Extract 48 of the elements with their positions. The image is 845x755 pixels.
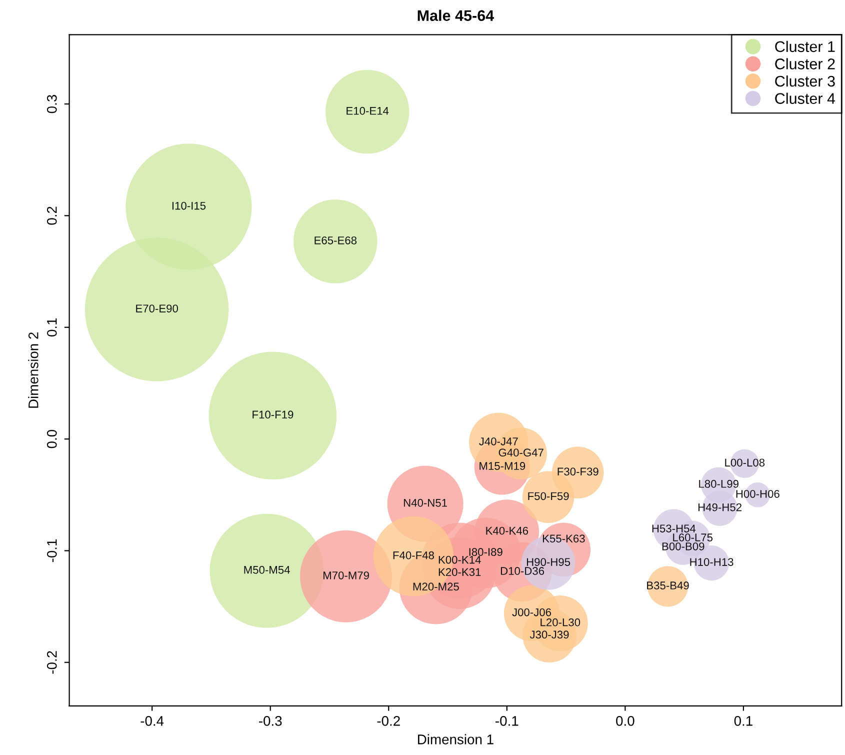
- y-tick-label: -0.2: [46, 651, 57, 674]
- x-tick-label: -0.2: [377, 716, 400, 726]
- annotation: D10-D36: [500, 567, 544, 575]
- annotation: J00-J06: [512, 608, 552, 616]
- annotation: K55-K63: [542, 534, 585, 543]
- annotation: H53-H54: [652, 524, 696, 532]
- annotation: E10-E14: [346, 106, 389, 115]
- annotation: M70-M79: [324, 571, 369, 580]
- annotation: H00-H06: [736, 490, 780, 498]
- y-tick-label: 0.1: [46, 318, 57, 336]
- y-tick-label: 0.0: [46, 430, 57, 448]
- annotation: H10-H13: [690, 558, 734, 566]
- annotation: K40-K46: [486, 526, 528, 535]
- annotation: F30-F39: [558, 468, 598, 476]
- y-tick-label: 0.3: [46, 94, 57, 114]
- annotation: N40-N51: [404, 498, 447, 507]
- annotation: E65-E68: [314, 236, 357, 244]
- x-tick-label: -0.1: [496, 716, 518, 726]
- annotation: F50-F59: [528, 492, 569, 500]
- y-tick-label: 0.2: [46, 206, 57, 225]
- annotation: H90-H95: [526, 558, 570, 566]
- annotation: L20-L30: [540, 618, 580, 626]
- legend-label: Cluster 1: [775, 40, 835, 52]
- y-tick-label: -0.1: [46, 539, 57, 562]
- annotation: E70-E90: [136, 304, 178, 312]
- annotation: L60-L75: [673, 534, 713, 542]
- chart-title: Male 45-64: [418, 10, 494, 21]
- annotation: L80-L99: [699, 480, 738, 488]
- annotation: B00-B09: [662, 542, 704, 550]
- annotation: L00-L08: [725, 458, 765, 467]
- legend-label: Cluster 4: [775, 92, 836, 104]
- annotation: H49-H52: [698, 503, 742, 512]
- x-tick-label: -0.4: [140, 716, 164, 726]
- y-axis-title: Dimension 2: [28, 332, 38, 408]
- annotation: J30-J39: [530, 630, 569, 639]
- x-tick-label: 0.0: [616, 716, 634, 726]
- annotation: F10-F19: [252, 410, 294, 419]
- x-tick-label: 0.1: [734, 716, 752, 726]
- annotation: J40-J47: [479, 437, 518, 446]
- annotation: B35-B49: [647, 582, 689, 590]
- annotation: M50-M54: [244, 566, 290, 574]
- x-tick-label: -0.3: [259, 716, 282, 726]
- annotation: G40-G47: [498, 448, 544, 457]
- x-axis-title: Dimension 1: [418, 734, 494, 744]
- legend-label: Cluster 3: [775, 75, 835, 87]
- legend-label: Cluster 2: [775, 58, 835, 70]
- annotation: M15-M19: [480, 462, 526, 470]
- annotation: I10-I15: [172, 202, 206, 210]
